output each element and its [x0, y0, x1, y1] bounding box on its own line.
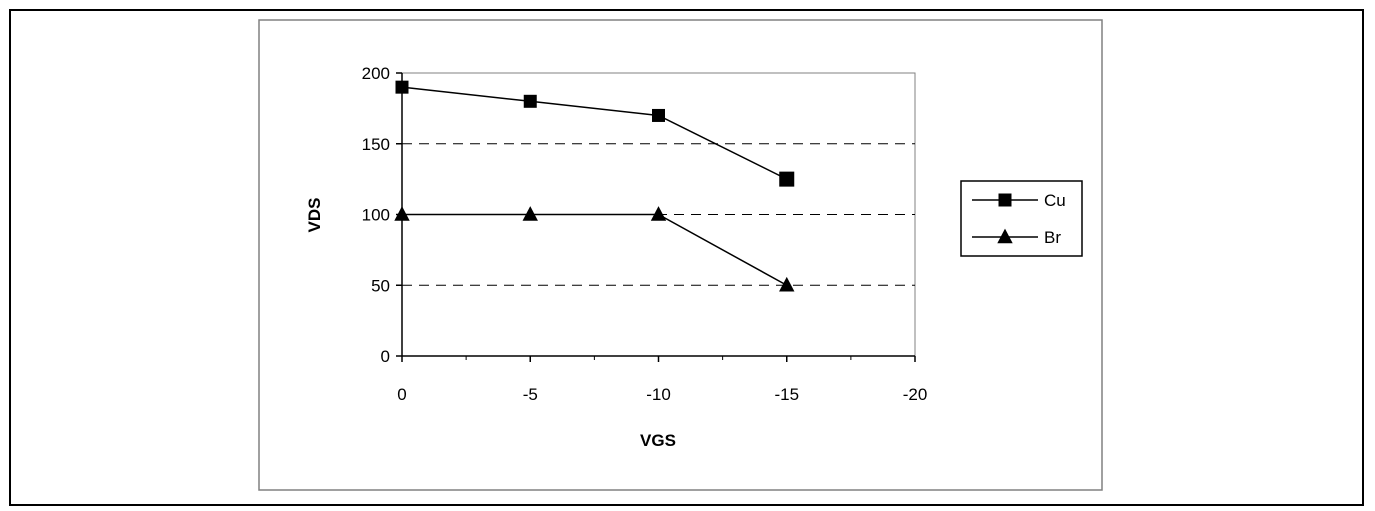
x-tick-label: -20	[903, 385, 928, 404]
series-line-br	[402, 213, 788, 286]
legend-label-cu: Cu	[1044, 191, 1066, 210]
data-point-br	[779, 276, 795, 292]
data-point-br	[522, 206, 538, 221]
legend-label-br: Br	[1044, 228, 1061, 247]
legend: Cu Br	[960, 180, 1083, 257]
data-point-cu	[395, 80, 409, 94]
legend-box	[960, 180, 1083, 257]
y-tick-label: 150	[362, 135, 390, 154]
x-axis-title: VGS	[640, 431, 676, 450]
legend-marker-br	[997, 228, 1013, 244]
x-tick-label: -10	[646, 385, 671, 404]
x-tick-label: -5	[523, 385, 538, 404]
data-point-cu	[523, 94, 537, 108]
series	[394, 80, 795, 292]
data-point-cu	[779, 171, 795, 187]
y-tick-label: 50	[371, 276, 390, 295]
y-axis-title: VDS	[305, 198, 324, 233]
data-point-cu	[652, 108, 665, 122]
data-point-br	[650, 206, 667, 221]
y-tick-label: 0	[381, 347, 390, 366]
data-point-br	[394, 206, 410, 221]
x-tick-label: -15	[774, 385, 799, 404]
y-tick-label: 100	[362, 206, 390, 225]
tick-labels: 0 50 100 150 200 0 -5 -10 -15 -20	[362, 64, 928, 404]
y-tick-label: 200	[362, 64, 390, 83]
series-line-cu	[401, 86, 788, 180]
x-tick-label: 0	[397, 385, 406, 404]
legend-marker-cu	[998, 193, 1012, 207]
